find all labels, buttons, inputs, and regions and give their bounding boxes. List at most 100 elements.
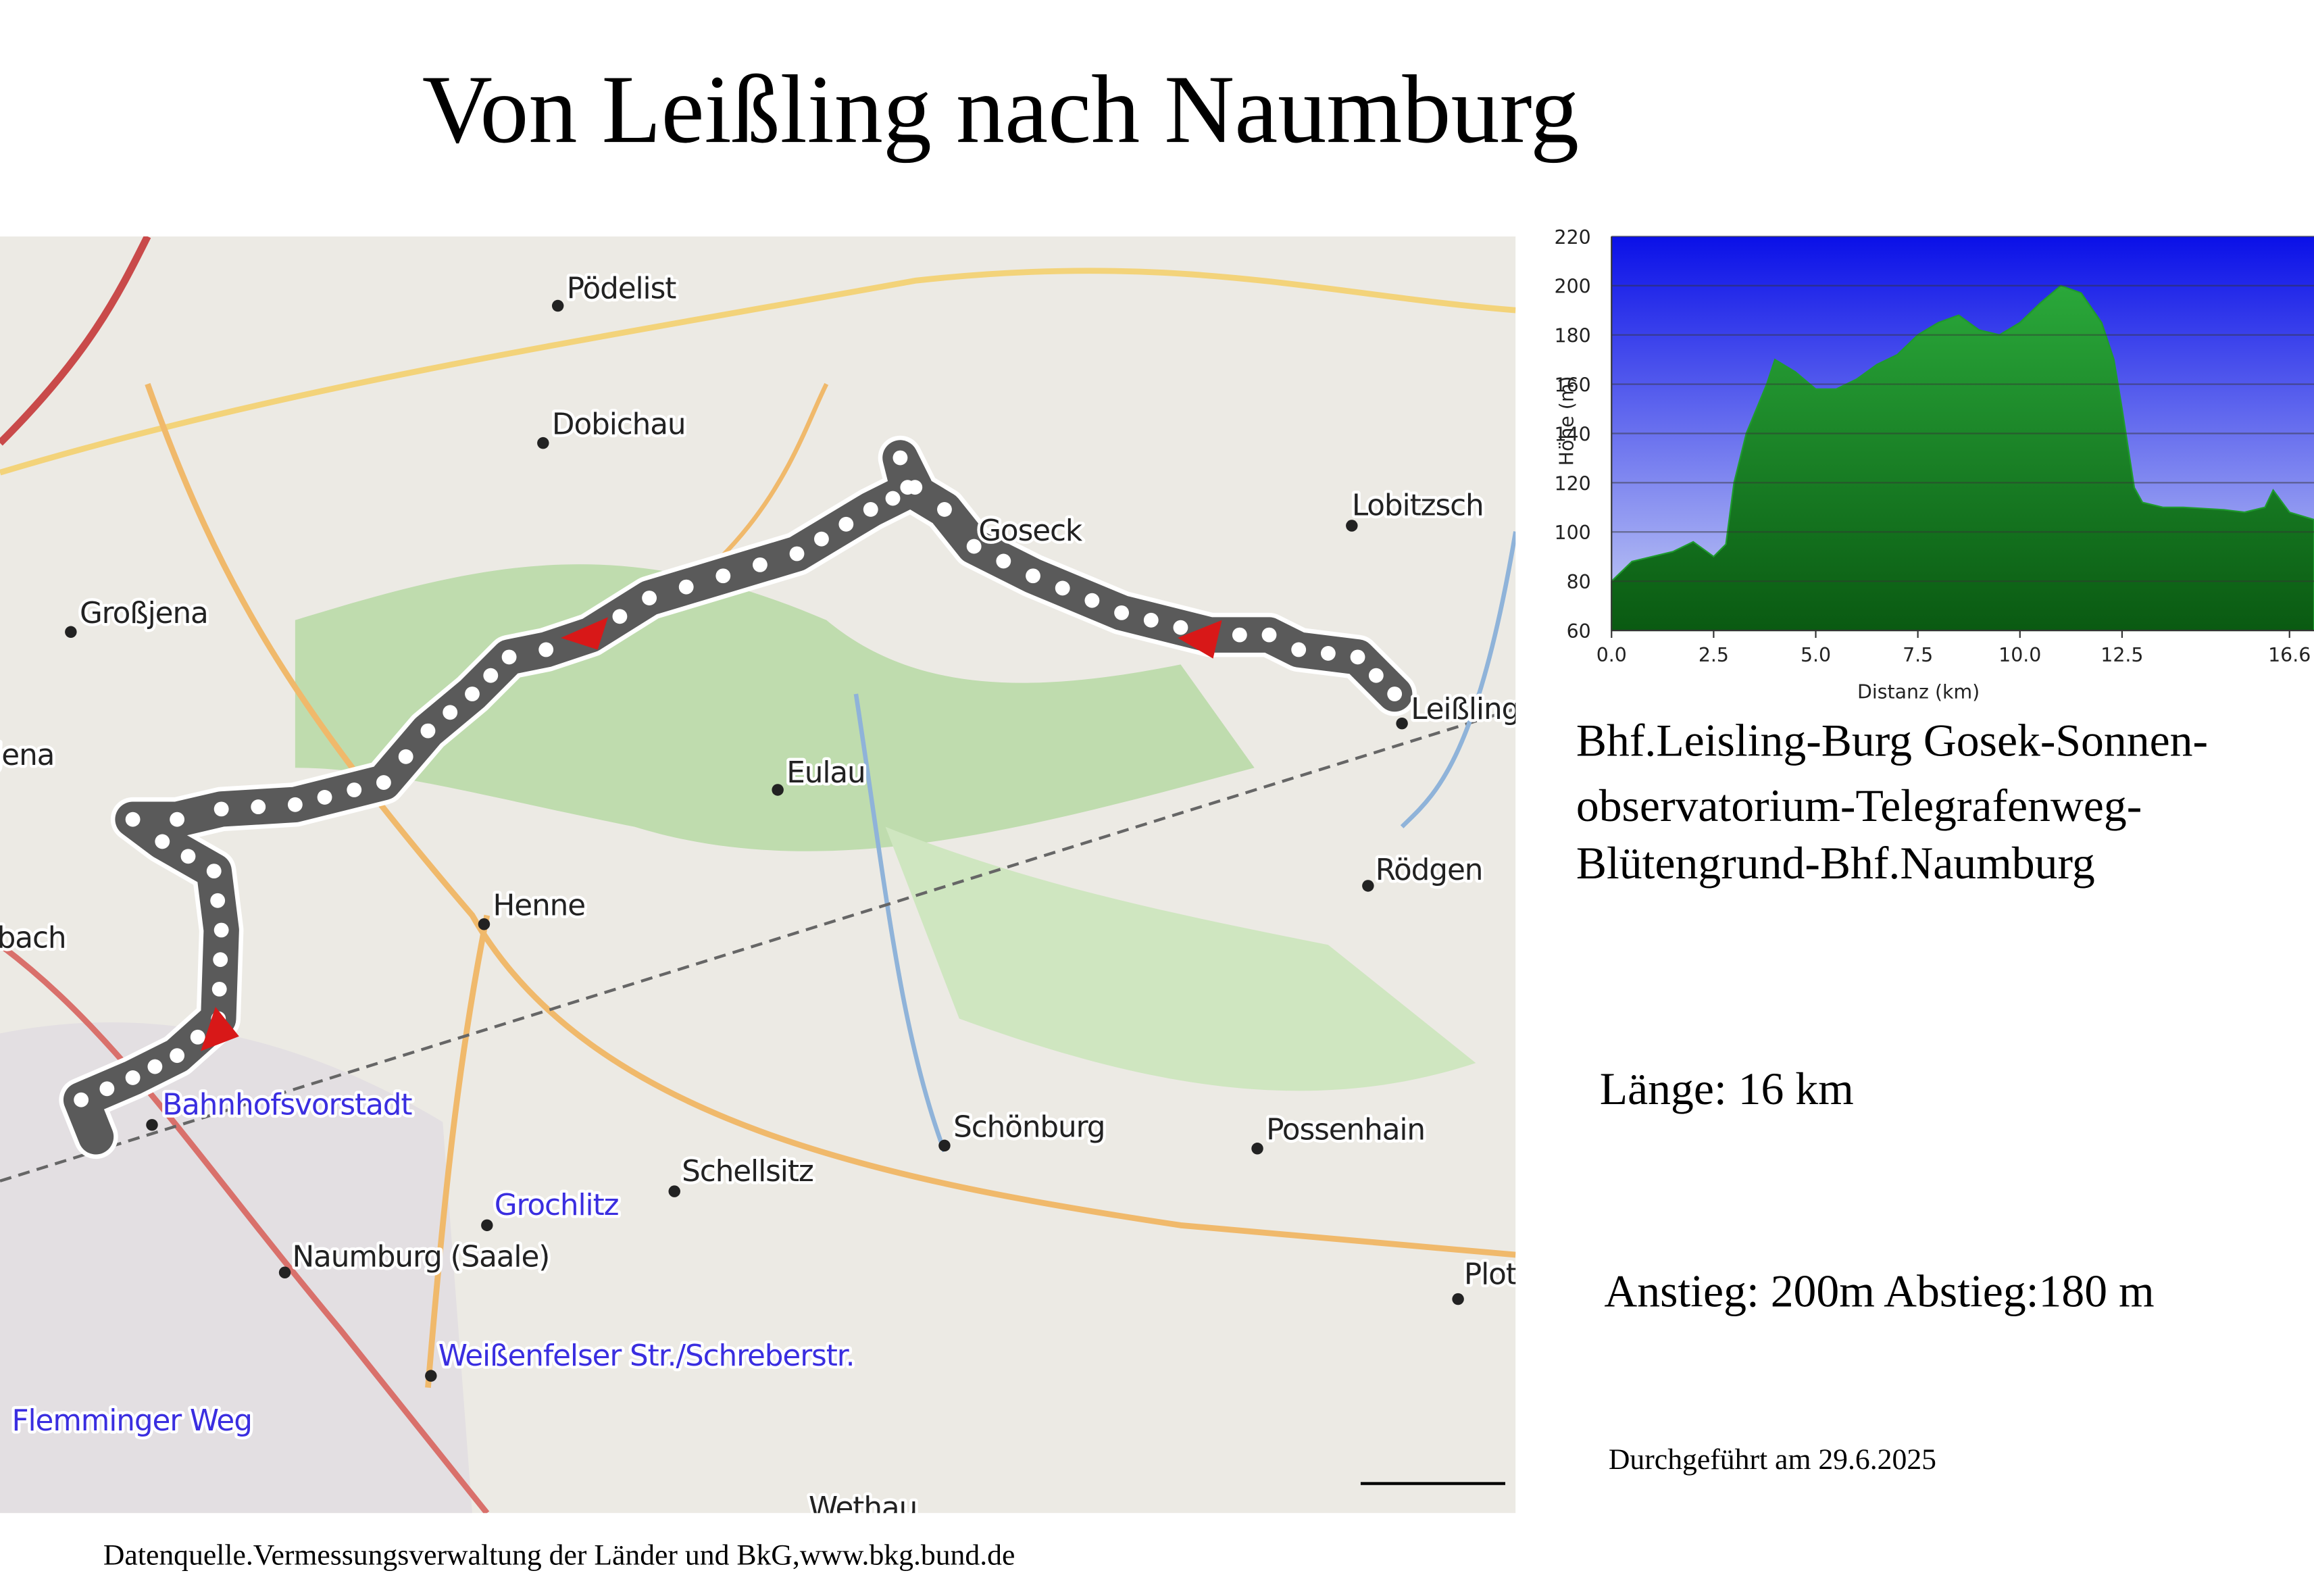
route-dot <box>190 1029 205 1045</box>
place-label: Plot <box>1464 1257 1517 1292</box>
route-dot <box>1173 620 1188 635</box>
y-tick-label: 60 <box>1567 620 1591 643</box>
route-dot <box>538 642 554 657</box>
route-dot <box>937 502 952 517</box>
route-dot <box>612 609 628 624</box>
route-dot <box>465 687 480 701</box>
route-dot <box>996 553 1011 569</box>
route-dot <box>885 491 901 506</box>
place-label: Goseck <box>978 514 1083 548</box>
route-dot <box>892 450 908 466</box>
route-dot <box>443 705 458 720</box>
place-label: Wethau <box>809 1491 917 1525</box>
route-dot <box>317 789 332 805</box>
route-dot <box>678 579 694 595</box>
route-dot <box>752 557 768 572</box>
title: Von Leißling nach Naumburg <box>422 56 1579 164</box>
route-dot <box>287 797 303 812</box>
y-tick-label: 220 <box>1555 226 1591 249</box>
place-label: Bahnhofsvorstadt <box>162 1088 412 1122</box>
place-label: Schellsitz <box>682 1154 813 1189</box>
route-dot <box>170 1048 185 1064</box>
place-label: Rödgen <box>1376 853 1483 887</box>
route-dot <box>1143 612 1159 628</box>
x-tick-label: 7.5 <box>1903 644 1933 666</box>
route-dot <box>1232 627 1247 643</box>
x-tick-label: 10.0 <box>1998 644 2041 666</box>
elevation-chart: 60 80 100 120 140 160 180 200 220 0.0 2.5 5.0 7.5 10.… <box>1555 226 2314 703</box>
place-label: Grochlitz <box>495 1188 619 1222</box>
elevation-area <box>1611 284 2314 632</box>
route-dot <box>206 864 222 879</box>
route-dot <box>814 531 829 547</box>
route-dot <box>900 480 915 495</box>
place-label: Flemminger Weg <box>11 1403 251 1438</box>
place-label: Weißenfelser Str./Schreberstr. <box>438 1339 855 1373</box>
route-dot <box>1368 668 1384 683</box>
route-dot <box>501 649 517 665</box>
y-tick-label: 180 <box>1555 325 1591 347</box>
date: Durchgeführt am 29.6.2025 <box>1609 1443 1936 1476</box>
map: Pödelist Dobichau Großjena jena Goseck L… <box>0 236 1517 1525</box>
place-label: bach <box>0 921 66 955</box>
y-axis-label: Höhe (m) <box>1555 376 1578 466</box>
description-line: observatorium-Telegrafenweg- <box>1576 780 2142 831</box>
route-dot <box>1320 646 1336 661</box>
place-label: jena <box>0 738 54 772</box>
x-tick-label: 16.6 <box>2268 644 2311 666</box>
y-tick-label: 100 <box>1555 522 1591 544</box>
x-tick-label: 0.0 <box>1596 644 1627 666</box>
y-tick-label: 120 <box>1555 472 1591 495</box>
route-dot <box>99 1081 115 1097</box>
route-dot <box>420 723 436 739</box>
route-dot <box>715 568 731 584</box>
x-tick-label: 2.5 <box>1699 644 1729 666</box>
route-dot <box>1084 593 1100 608</box>
x-tick-label: 5.0 <box>1801 644 1831 666</box>
route-dot <box>213 922 229 938</box>
route-dot <box>155 834 170 849</box>
place-label: Eulau <box>786 755 865 790</box>
route-dot <box>347 782 362 797</box>
route-dot <box>213 952 228 968</box>
y-tick-label: 160 <box>1555 374 1591 396</box>
route-dot <box>147 1059 163 1074</box>
route-dot <box>211 981 227 997</box>
x-axis-label: Distanz (km) <box>1857 681 1980 703</box>
route-dot <box>789 546 805 562</box>
source: Datenquelle.Vermessungsverwaltung der Lä… <box>103 1539 1015 1572</box>
route-dot <box>483 668 499 683</box>
route-dot <box>1055 580 1070 596</box>
route-dot <box>838 516 854 532</box>
x-tick-label: 12.5 <box>2101 644 2143 666</box>
place-label: Dobichau <box>552 407 686 442</box>
place-label: Pödelist <box>567 272 676 306</box>
y-tick-label: 200 <box>1555 276 1591 298</box>
route-dot <box>251 799 266 815</box>
route-dot <box>642 591 657 605</box>
place-label: Lobitzsch <box>1352 489 1484 523</box>
route-dot <box>210 893 226 908</box>
route-dot <box>1350 649 1365 665</box>
route-dot <box>125 1070 141 1085</box>
route-dot <box>1026 568 1040 584</box>
place-label: Großjena <box>80 596 208 630</box>
route-dot <box>125 812 141 827</box>
route-dot <box>863 502 878 517</box>
route-length: Länge: 16 km <box>1600 1064 1854 1114</box>
y-tick-label: 80 <box>1567 571 1591 593</box>
route-dot <box>966 539 982 554</box>
place-label: Naumburg (Saale) <box>292 1240 549 1274</box>
route-dot <box>170 812 185 827</box>
route-dot <box>1114 605 1129 620</box>
y-tick-label: 140 <box>1555 423 1591 445</box>
route-dot <box>180 849 196 864</box>
description-line: Bhf.Leisling-Burg Gosek-Sonnen- <box>1576 716 2208 766</box>
place-label: Schönburg <box>953 1109 1105 1144</box>
route-dot <box>1291 642 1307 657</box>
description-line: Blütengrund-Bhf.Naumburg <box>1576 838 2095 889</box>
route-dot <box>376 775 391 790</box>
route-dot <box>1261 627 1277 643</box>
route-dot <box>398 749 413 764</box>
